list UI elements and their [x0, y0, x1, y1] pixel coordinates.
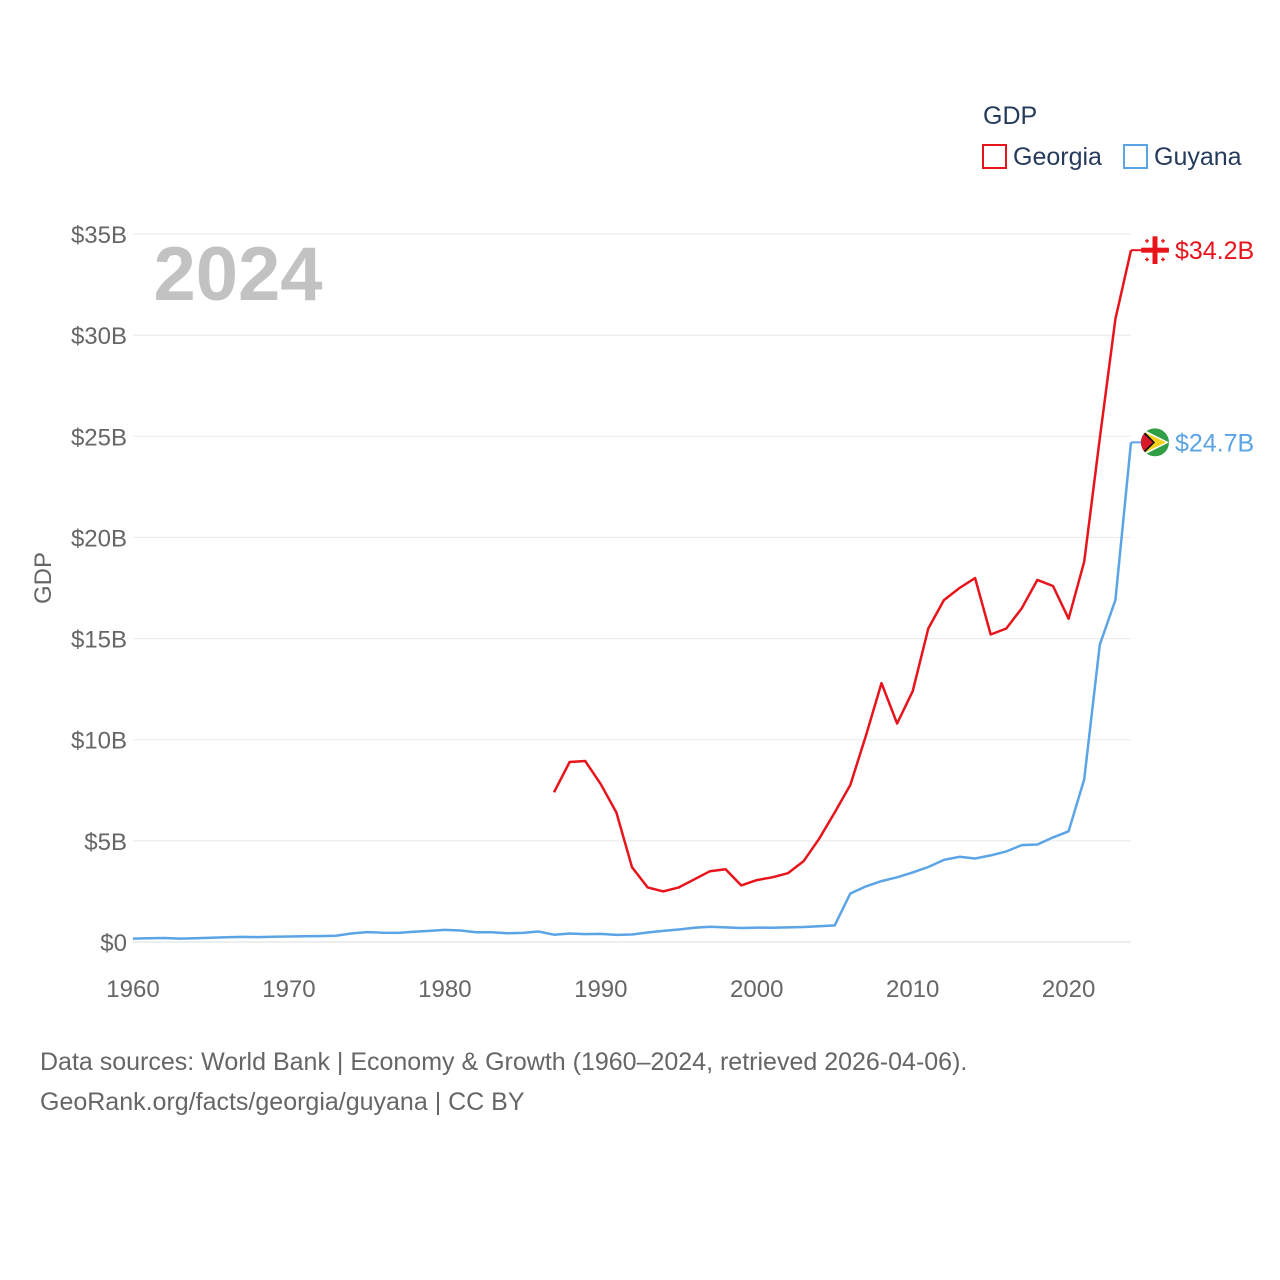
- attribution-line[interactable]: GeoRank.org/facts/georgia/guyana | CC BY: [40, 1088, 525, 1116]
- y-tick-label: $5B: [84, 829, 127, 856]
- legend-swatch-guyana: [1123, 144, 1148, 169]
- guyana-flag-icon: [1141, 428, 1169, 457]
- y-tick-label: $10B: [71, 728, 127, 755]
- legend-item-guyana[interactable]: Guyana: [1123, 143, 1242, 171]
- grid-lines: [133, 233, 1131, 943]
- legend: GDP Georgia Guyana: [982, 102, 1242, 171]
- y-tick-label: $35B: [71, 222, 127, 249]
- x-tick-label: 2000: [730, 976, 783, 1003]
- x-tick-label: 1970: [262, 976, 315, 1003]
- x-tick-label: 2020: [1042, 976, 1095, 1003]
- series-line-georgia[interactable]: [552, 249, 1133, 893]
- y-tick-label: $25B: [71, 424, 127, 451]
- y-tick-label: $15B: [71, 627, 127, 654]
- gdp-line-chart: $0$5B$10B$15B$20B$25B$30B$35B 1960 1970 19…: [30, 102, 1254, 1003]
- series-lines: [132, 249, 1141, 940]
- x-tick-label: 2010: [886, 976, 939, 1003]
- y-tick-label: $30B: [71, 323, 127, 350]
- legend-title: GDP: [983, 102, 1037, 130]
- x-tick-label: 1990: [574, 976, 627, 1003]
- source-footer: Data sources: World Bank | Economy & Gro…: [40, 1042, 967, 1122]
- legend-label-georgia: Georgia: [1013, 143, 1102, 171]
- georgia-flag-icon: [1141, 236, 1169, 265]
- y-axis-tick-labels: $0 $5B $10B $15B $20B $25B $30B $35B: [71, 222, 127, 957]
- x-tick-label: 1960: [106, 976, 159, 1003]
- data-sources-line: Data sources: World Bank | Economy & Gro…: [40, 1048, 968, 1076]
- series-line-guyana[interactable]: [132, 442, 1133, 940]
- x-axis-tick-labels: 1960 1970 1980 1990 2000 2010 2020: [106, 976, 1095, 1003]
- end-value-label-georgia: $34.2B: [1175, 237, 1254, 265]
- y-axis-title: GDP: [30, 552, 57, 604]
- year-watermark: 2024: [153, 232, 322, 317]
- legend-swatch-georgia: [982, 144, 1007, 169]
- x-tick-label: 1980: [418, 976, 471, 1003]
- legend-item-georgia[interactable]: Georgia: [982, 143, 1102, 171]
- y-tick-label: $20B: [71, 525, 127, 552]
- end-value-label-guyana: $24.7B: [1175, 429, 1254, 457]
- legend-label-guyana: Guyana: [1154, 143, 1242, 171]
- y-tick-label: $0: [100, 930, 127, 957]
